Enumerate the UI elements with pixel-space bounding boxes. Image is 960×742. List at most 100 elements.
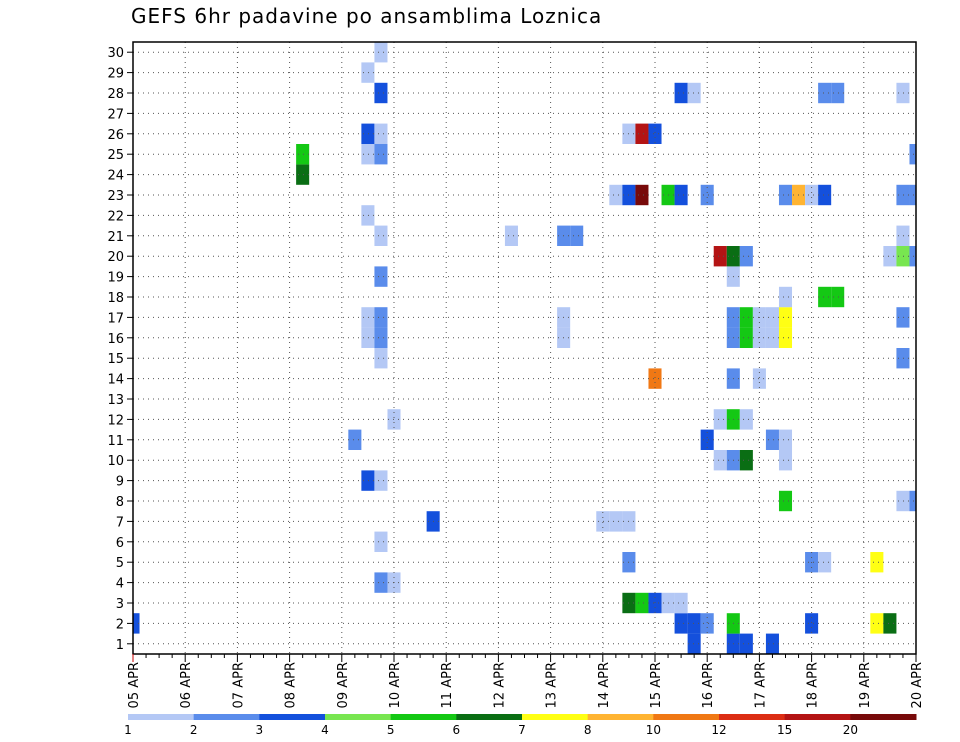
- colorbar-swatch: [653, 714, 720, 720]
- heatmap-cell: [778, 490, 793, 512]
- heatmap-cell: [296, 164, 310, 185]
- colorbar-label: 12: [711, 723, 726, 737]
- heatmap-cell: [883, 613, 897, 634]
- heatmap-cell: [752, 368, 766, 389]
- heatmap-cell: [765, 429, 779, 450]
- heatmap-cell: [778, 429, 793, 450]
- y-tick-label: 26: [107, 128, 124, 143]
- y-tick-label: 5: [116, 556, 124, 571]
- y-tick-label: 9: [116, 475, 124, 490]
- colorbar: 1 2 3 4 5 6 7 8 10 12 15 20: [124, 714, 917, 737]
- colorbar-label: 3: [256, 723, 264, 737]
- colorbar-label: 15: [777, 723, 792, 737]
- y-tick-label: 8: [116, 495, 124, 510]
- heatmap-cell: [818, 286, 832, 308]
- heatmap-cell: [896, 490, 910, 512]
- heatmap-cell: [909, 184, 916, 206]
- x-tick-label: 13 APR: [545, 662, 560, 708]
- y-tick-label: 10: [107, 454, 124, 469]
- heatmap-cell: [805, 613, 819, 634]
- heatmap-cell: [674, 592, 688, 614]
- heatmap-cell: [778, 286, 793, 308]
- heatmap-cell: [805, 184, 819, 206]
- heatmap-cell: [831, 286, 845, 308]
- heatmap-cell: [739, 633, 753, 654]
- y-tick-label: 3: [116, 597, 124, 612]
- x-tick-label: 20 APR: [910, 662, 925, 708]
- heatmap-cell: [374, 531, 388, 552]
- chart-title: GEFS 6hr padavine po ansamblima Loznica: [131, 4, 603, 28]
- heatmap-cell: [739, 327, 753, 348]
- heatmap-cell: [609, 184, 623, 206]
- heatmap-cell: [374, 123, 388, 144]
- y-tick-label: 27: [107, 107, 124, 122]
- heatmap-cell: [635, 592, 649, 614]
- y-tick-label: 12: [107, 413, 124, 428]
- colorbar-swatch: [456, 714, 523, 720]
- y-tick-label: 22: [107, 209, 124, 224]
- heatmap-cell: [713, 246, 727, 267]
- heatmap-cell: [374, 42, 388, 63]
- heatmap-cell: [778, 327, 793, 348]
- heatmap-cell: [818, 184, 832, 206]
- heatmap-cell: [700, 184, 714, 206]
- colorbar-label: 2: [190, 723, 198, 737]
- y-tick-label: 14: [107, 373, 124, 388]
- heatmap-cell: [739, 450, 753, 471]
- x-tick-label: 09 APR: [336, 662, 351, 708]
- y-tick-label: 17: [107, 311, 124, 326]
- heatmap-cell: [765, 307, 779, 328]
- heatmap-cell: [870, 613, 884, 634]
- y-tick-label: 28: [107, 87, 124, 102]
- y-tick-label: 2: [116, 617, 124, 632]
- heatmap-cell: [504, 225, 518, 246]
- colorbar-label: 5: [387, 723, 395, 737]
- heatmap-cell: [648, 123, 662, 144]
- colorbar-label: 6: [453, 723, 461, 737]
- heatmap-cell: [778, 450, 793, 471]
- y-tick-label: 6: [116, 536, 124, 551]
- heatmap-cell: [361, 123, 375, 144]
- heatmap-cell: [700, 613, 714, 634]
- heatmap-cell: [674, 82, 688, 104]
- heatmap-cell: [896, 307, 910, 328]
- heatmap-cell: [374, 307, 388, 328]
- colorbar-swatch: [128, 714, 195, 720]
- heatmap-cell: [739, 409, 753, 430]
- y-tick-label: 19: [107, 271, 124, 286]
- heatmap-cell: [909, 490, 916, 512]
- heatmap-cell: [687, 613, 701, 634]
- heatmap-cell: [348, 429, 362, 450]
- y-tick-label: 13: [107, 393, 124, 408]
- x-tick-label: 17 APR: [753, 662, 768, 708]
- y-tick-label: 23: [107, 189, 124, 204]
- y-tick-label: 29: [107, 67, 124, 82]
- heatmap-cell: [831, 82, 845, 104]
- y-tick-label: 4: [116, 577, 124, 592]
- heatmap-cell: [374, 470, 388, 491]
- heatmap-cell: [713, 450, 727, 471]
- x-tick-label: 10 APR: [388, 662, 403, 708]
- heatmap-cell: [133, 613, 140, 634]
- x-tick-label: 14 APR: [597, 662, 612, 708]
- heatmap-cell: [674, 613, 688, 634]
- y-tick-label: 24: [107, 169, 124, 184]
- x-axis: 05 APR 06 APR 07 APR 08 APR 09 APR 10 APR 11 A…: [127, 654, 925, 708]
- colorbar-swatch: [784, 714, 851, 720]
- y-tick-label: 21: [107, 230, 124, 245]
- colorbar-label: 1: [124, 723, 132, 737]
- heatmap-cell: [361, 62, 375, 83]
- heatmap-cell: [374, 327, 388, 348]
- heatmap-cell: [739, 307, 753, 328]
- colorbar-swatch: [587, 714, 654, 720]
- heatmap-cell: [361, 205, 375, 226]
- x-tick-label: 18 APR: [806, 662, 821, 708]
- heatmap-cell: [818, 82, 832, 104]
- heatmap-cell: [687, 633, 701, 654]
- heatmap-cell: [296, 144, 310, 165]
- x-tick-label: 16 APR: [701, 662, 716, 708]
- x-tick-label: 12 APR: [492, 662, 507, 708]
- colorbar-label: 7: [518, 723, 526, 737]
- colorbar-swatch: [850, 714, 917, 720]
